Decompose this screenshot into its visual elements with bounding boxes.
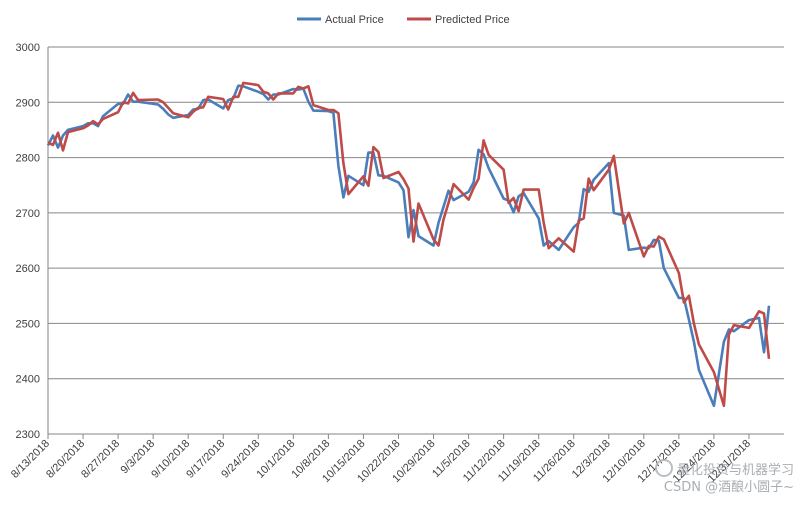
series-line-predicted-price	[47, 81, 771, 408]
watermark-line1: 量化投资与机器学习	[654, 459, 794, 479]
y-tick-label: 2800	[16, 153, 40, 165]
x-axis: 8/13/20188/20/20188/27/20189/3/20189/10/…	[9, 47, 784, 485]
y-tick-label: 2900	[16, 97, 40, 109]
watermark-line2: CSDN @酒酿小圆子~	[663, 480, 794, 495]
y-tick-label: 2500	[16, 318, 40, 330]
y-axis-ticks: 2300 2400 2500 2600 2700 2800 2900 3000	[16, 42, 40, 441]
y-tick-label: 2700	[16, 208, 40, 220]
watermark: 量化投资与机器学习 CSDN @酒酿小圆子~	[654, 459, 794, 496]
legend: Actual Price Predicted Price	[297, 14, 510, 26]
legend-label: Actual Price	[325, 14, 384, 26]
wechat-icon	[654, 459, 673, 477]
series-line-actual-price	[46, 84, 771, 408]
y-tick-label: 2300	[16, 429, 40, 441]
legend-label: Predicted Price	[435, 14, 510, 26]
y-tick-label: 2400	[16, 374, 40, 386]
watermark-text-1: 量化投资与机器学习	[676, 463, 794, 478]
series-lines	[46, 81, 771, 408]
y-tick-label: 3000	[16, 42, 40, 54]
x-tick-label: 8/27/2018	[79, 438, 122, 481]
y-tick-label: 2600	[16, 263, 40, 275]
